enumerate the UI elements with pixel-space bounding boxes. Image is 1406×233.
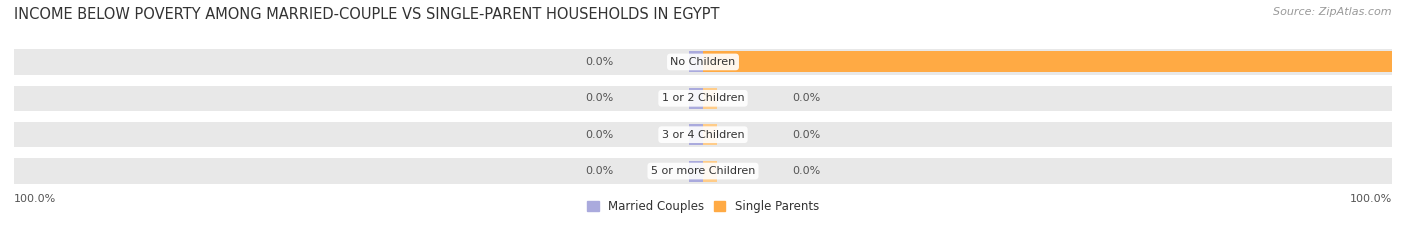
Text: 3 or 4 Children: 3 or 4 Children <box>662 130 744 140</box>
Text: 100.0%: 100.0% <box>14 194 56 204</box>
Text: Source: ZipAtlas.com: Source: ZipAtlas.com <box>1274 7 1392 17</box>
Bar <box>689 88 703 109</box>
Text: INCOME BELOW POVERTY AMONG MARRIED-COUPLE VS SINGLE-PARENT HOUSEHOLDS IN EGYPT: INCOME BELOW POVERTY AMONG MARRIED-COUPL… <box>14 7 720 22</box>
Bar <box>703 161 717 182</box>
Bar <box>14 49 1392 75</box>
Text: 5 or more Children: 5 or more Children <box>651 166 755 176</box>
Text: 0.0%: 0.0% <box>585 130 613 140</box>
Bar <box>689 124 703 145</box>
Bar <box>689 161 703 182</box>
Text: No Children: No Children <box>671 57 735 67</box>
Bar <box>14 86 1392 111</box>
Bar <box>703 51 1392 72</box>
Legend: Married Couples, Single Parents: Married Couples, Single Parents <box>582 195 824 218</box>
Bar <box>703 88 717 109</box>
Bar <box>14 122 1392 147</box>
Text: 0.0%: 0.0% <box>793 130 821 140</box>
Bar <box>703 124 717 145</box>
Text: 0.0%: 0.0% <box>585 166 613 176</box>
Bar <box>14 158 1392 184</box>
Text: 1 or 2 Children: 1 or 2 Children <box>662 93 744 103</box>
Text: 100.0%: 100.0% <box>1350 194 1392 204</box>
Bar <box>689 51 703 72</box>
Text: 0.0%: 0.0% <box>793 93 821 103</box>
Text: 0.0%: 0.0% <box>793 166 821 176</box>
Text: 0.0%: 0.0% <box>585 57 613 67</box>
Text: 0.0%: 0.0% <box>585 93 613 103</box>
